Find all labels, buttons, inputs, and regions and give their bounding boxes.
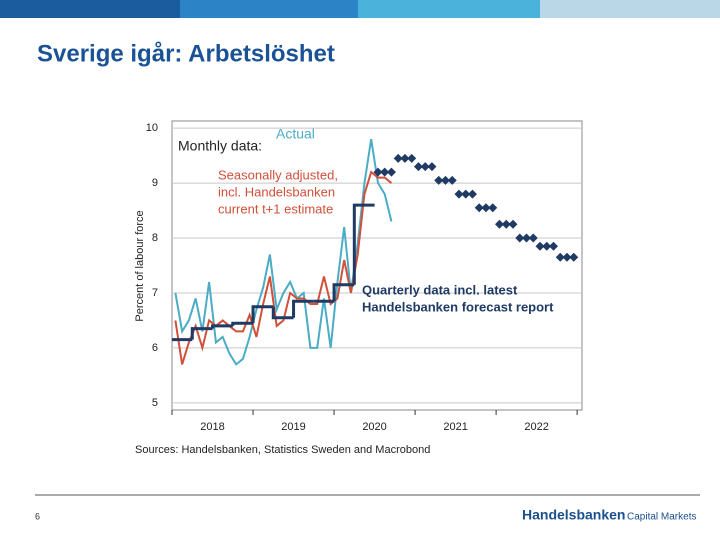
slide-title: Sverige igår: Arbetslöshet <box>37 40 335 67</box>
forecast-diamond <box>474 203 484 213</box>
quarterly-step <box>332 283 355 302</box>
quarterly-step <box>251 305 274 324</box>
plot-frame <box>171 120 583 411</box>
forecast-diamond <box>427 162 437 172</box>
forecast-diamond <box>461 189 471 199</box>
y-tick-label: 8 <box>152 232 158 244</box>
forecast-diamond <box>434 175 444 185</box>
forecast-diamond <box>555 252 565 262</box>
legend-label: current t+1 estimate <box>218 201 333 216</box>
forecast-diamond <box>467 189 477 199</box>
x-tick-label: 2021 <box>443 421 467 433</box>
forecast-diamond <box>549 241 559 251</box>
y-tick-label: 6 <box>152 342 158 354</box>
forecast-diamond <box>386 167 396 177</box>
forecast-diamond <box>413 162 423 172</box>
top-band <box>0 0 180 18</box>
forecast-diamond <box>380 167 390 177</box>
legend-label: Actual <box>276 126 315 142</box>
legend-label: Quarterly data incl. latest <box>362 282 518 297</box>
forecast-diamond <box>393 153 403 163</box>
legend-label: incl. Handelsbanken <box>218 184 335 199</box>
brand-suffix: Capital Markets <box>627 512 696 523</box>
y-tick-label: 5 <box>152 397 158 409</box>
forecast-diamond <box>400 153 410 163</box>
y-tick-label: 7 <box>152 287 158 299</box>
source: Sources: Handelsbanken, Statistics Swede… <box>135 444 430 456</box>
forecast-diamond <box>501 219 511 229</box>
top-band <box>540 0 720 18</box>
x-tick-label: 2020 <box>362 421 386 433</box>
quarterly-step <box>190 327 213 340</box>
x-tick-label: 2018 <box>200 421 224 433</box>
y-tick-label: 9 <box>152 177 158 189</box>
forecast-diamond <box>373 167 383 177</box>
plot: 5 6 7 8 9 10 2018 2019 2020 2021 2022 Actual Seasona… <box>146 120 583 433</box>
forecast-diamond <box>569 252 579 262</box>
y-axis-label: Percent of labour force <box>134 210 146 321</box>
annotation: Monthly data: <box>178 138 262 154</box>
forecast-diamond <box>521 233 531 243</box>
forecast-diamond <box>440 175 450 185</box>
brand: Handelsbanken <box>522 507 625 523</box>
forecast-diamond <box>447 175 457 185</box>
forecast-diamond <box>542 241 552 251</box>
forecast-diamond <box>481 203 491 213</box>
top-band <box>358 0 540 18</box>
quarterly-step <box>211 324 233 329</box>
forecast-diamond <box>535 241 545 251</box>
legend-label: Seasonally adjusted, <box>218 167 338 182</box>
forecast-diamond <box>515 233 525 243</box>
forecast-diamond <box>454 189 464 199</box>
forecast-diamond <box>407 153 417 163</box>
forecast-diamond <box>420 162 430 172</box>
forecast-diamond <box>528 233 538 243</box>
forecast-diamond <box>488 203 498 213</box>
forecast-diamond <box>508 219 518 229</box>
y-tick-label: 10 <box>146 122 158 134</box>
quarterly-step <box>352 203 375 285</box>
x-tick-label: 2019 <box>281 421 305 433</box>
x-tick-label: 2022 <box>524 421 548 433</box>
legend-label: Handelsbanken forecast report <box>362 299 554 314</box>
quarterly-step <box>292 299 314 318</box>
forecast-diamond <box>562 252 572 262</box>
top-band <box>180 0 358 18</box>
quarterly-step <box>271 306 294 320</box>
quarterly-step <box>231 321 254 326</box>
forecast-diamond <box>494 219 504 229</box>
page-number: 6 <box>35 511 40 521</box>
